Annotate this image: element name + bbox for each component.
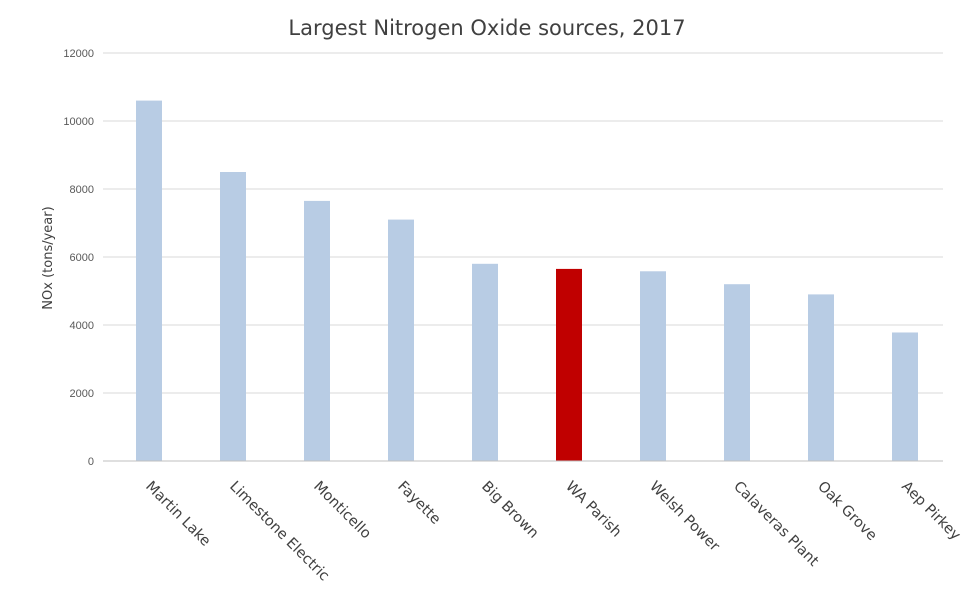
bar xyxy=(556,268,582,461)
x-tick-label: Monticello xyxy=(310,479,374,543)
x-tick-label: Big Brown xyxy=(478,479,541,542)
x-tick-label: Oak Grove xyxy=(814,479,880,545)
y-tick-label: 10000 xyxy=(63,116,94,128)
bar xyxy=(136,100,162,461)
y-tick-label: 2000 xyxy=(70,388,94,400)
x-tick-label: Aep Pirkey xyxy=(898,479,963,544)
y-tick-label: 12000 xyxy=(63,48,94,60)
bar xyxy=(304,200,330,461)
bar xyxy=(808,294,834,461)
bar xyxy=(892,332,918,461)
x-tick-label: Fayette xyxy=(394,479,443,528)
x-tick-label: Welsh Power xyxy=(646,479,722,555)
y-tick-label: 4000 xyxy=(70,320,94,332)
x-tick-label: Martin Lake xyxy=(142,479,213,550)
bar xyxy=(388,219,414,461)
y-tick-label: 8000 xyxy=(70,184,94,196)
y-axis-label: NOx (tons/year) xyxy=(41,206,56,309)
chart-title: Largest Nitrogen Oxide sources, 2017 xyxy=(288,16,685,40)
bar xyxy=(724,284,750,461)
bar xyxy=(640,271,666,461)
x-tick-label: Calaveras Plant xyxy=(730,479,821,570)
bars xyxy=(136,100,918,461)
y-tick-label: 6000 xyxy=(70,252,94,264)
bar xyxy=(220,172,246,461)
bar xyxy=(472,263,498,461)
x-tick-label: WA Parish xyxy=(562,479,624,541)
y-axis-ticks: 0 2000 4000 6000 8000 10000 12000 xyxy=(63,48,94,468)
y-tick-label: 0 xyxy=(88,456,94,468)
